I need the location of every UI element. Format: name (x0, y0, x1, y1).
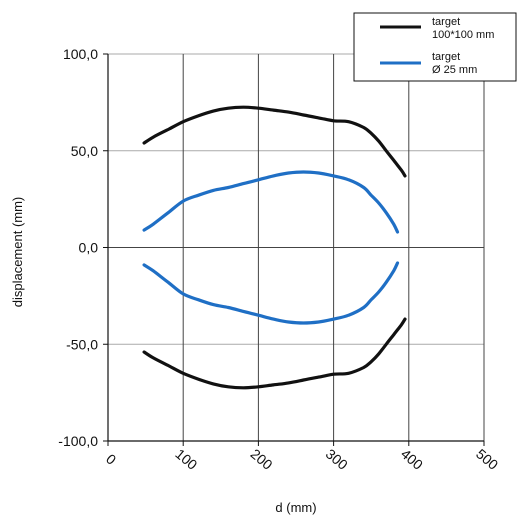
x-tick-label-5: 500 (473, 446, 501, 473)
x-tick-label-4: 400 (398, 446, 426, 473)
x-tick-label-3: 300 (323, 446, 351, 473)
legend-label-series-2-line-2: Ø 25 mm (432, 64, 477, 76)
y-tick-label-4: 100,0 (63, 46, 98, 62)
legend-label-series-1: target 100*100 mm (432, 16, 494, 41)
y-tick-label-2: 0,0 (79, 240, 99, 256)
series-2-lower-line (142, 261, 400, 325)
legend: target 100*100 mm target Ø 25 mm (353, 12, 517, 82)
legend-label-series-2-line-1: target (432, 51, 460, 63)
x-tick-label-0: 0 (103, 451, 119, 468)
legend-box (353, 12, 517, 82)
x-axis-label: d (mm) (275, 500, 316, 515)
legend-label-series-2: target Ø 25 mm (432, 51, 477, 76)
series-layer (142, 105, 407, 390)
y-tick-label-1: -50,0 (66, 336, 98, 352)
grid-layer (108, 53, 485, 441)
legend-label-series-1-line-1: target (432, 16, 460, 28)
series-1-upper-line (142, 105, 407, 178)
x-tick-label-2: 200 (248, 446, 276, 473)
series-1-lower-line (142, 317, 407, 390)
series-2-upper-line (142, 170, 400, 234)
legend-label-series-1-line-2: 100*100 mm (432, 29, 494, 41)
y-axis-label: displacement (mm) (10, 197, 25, 308)
x-tick-label-1: 100 (172, 446, 200, 473)
y-tick-label-3: 50,0 (71, 143, 98, 159)
y-tick-label-0: -100,0 (58, 433, 98, 449)
